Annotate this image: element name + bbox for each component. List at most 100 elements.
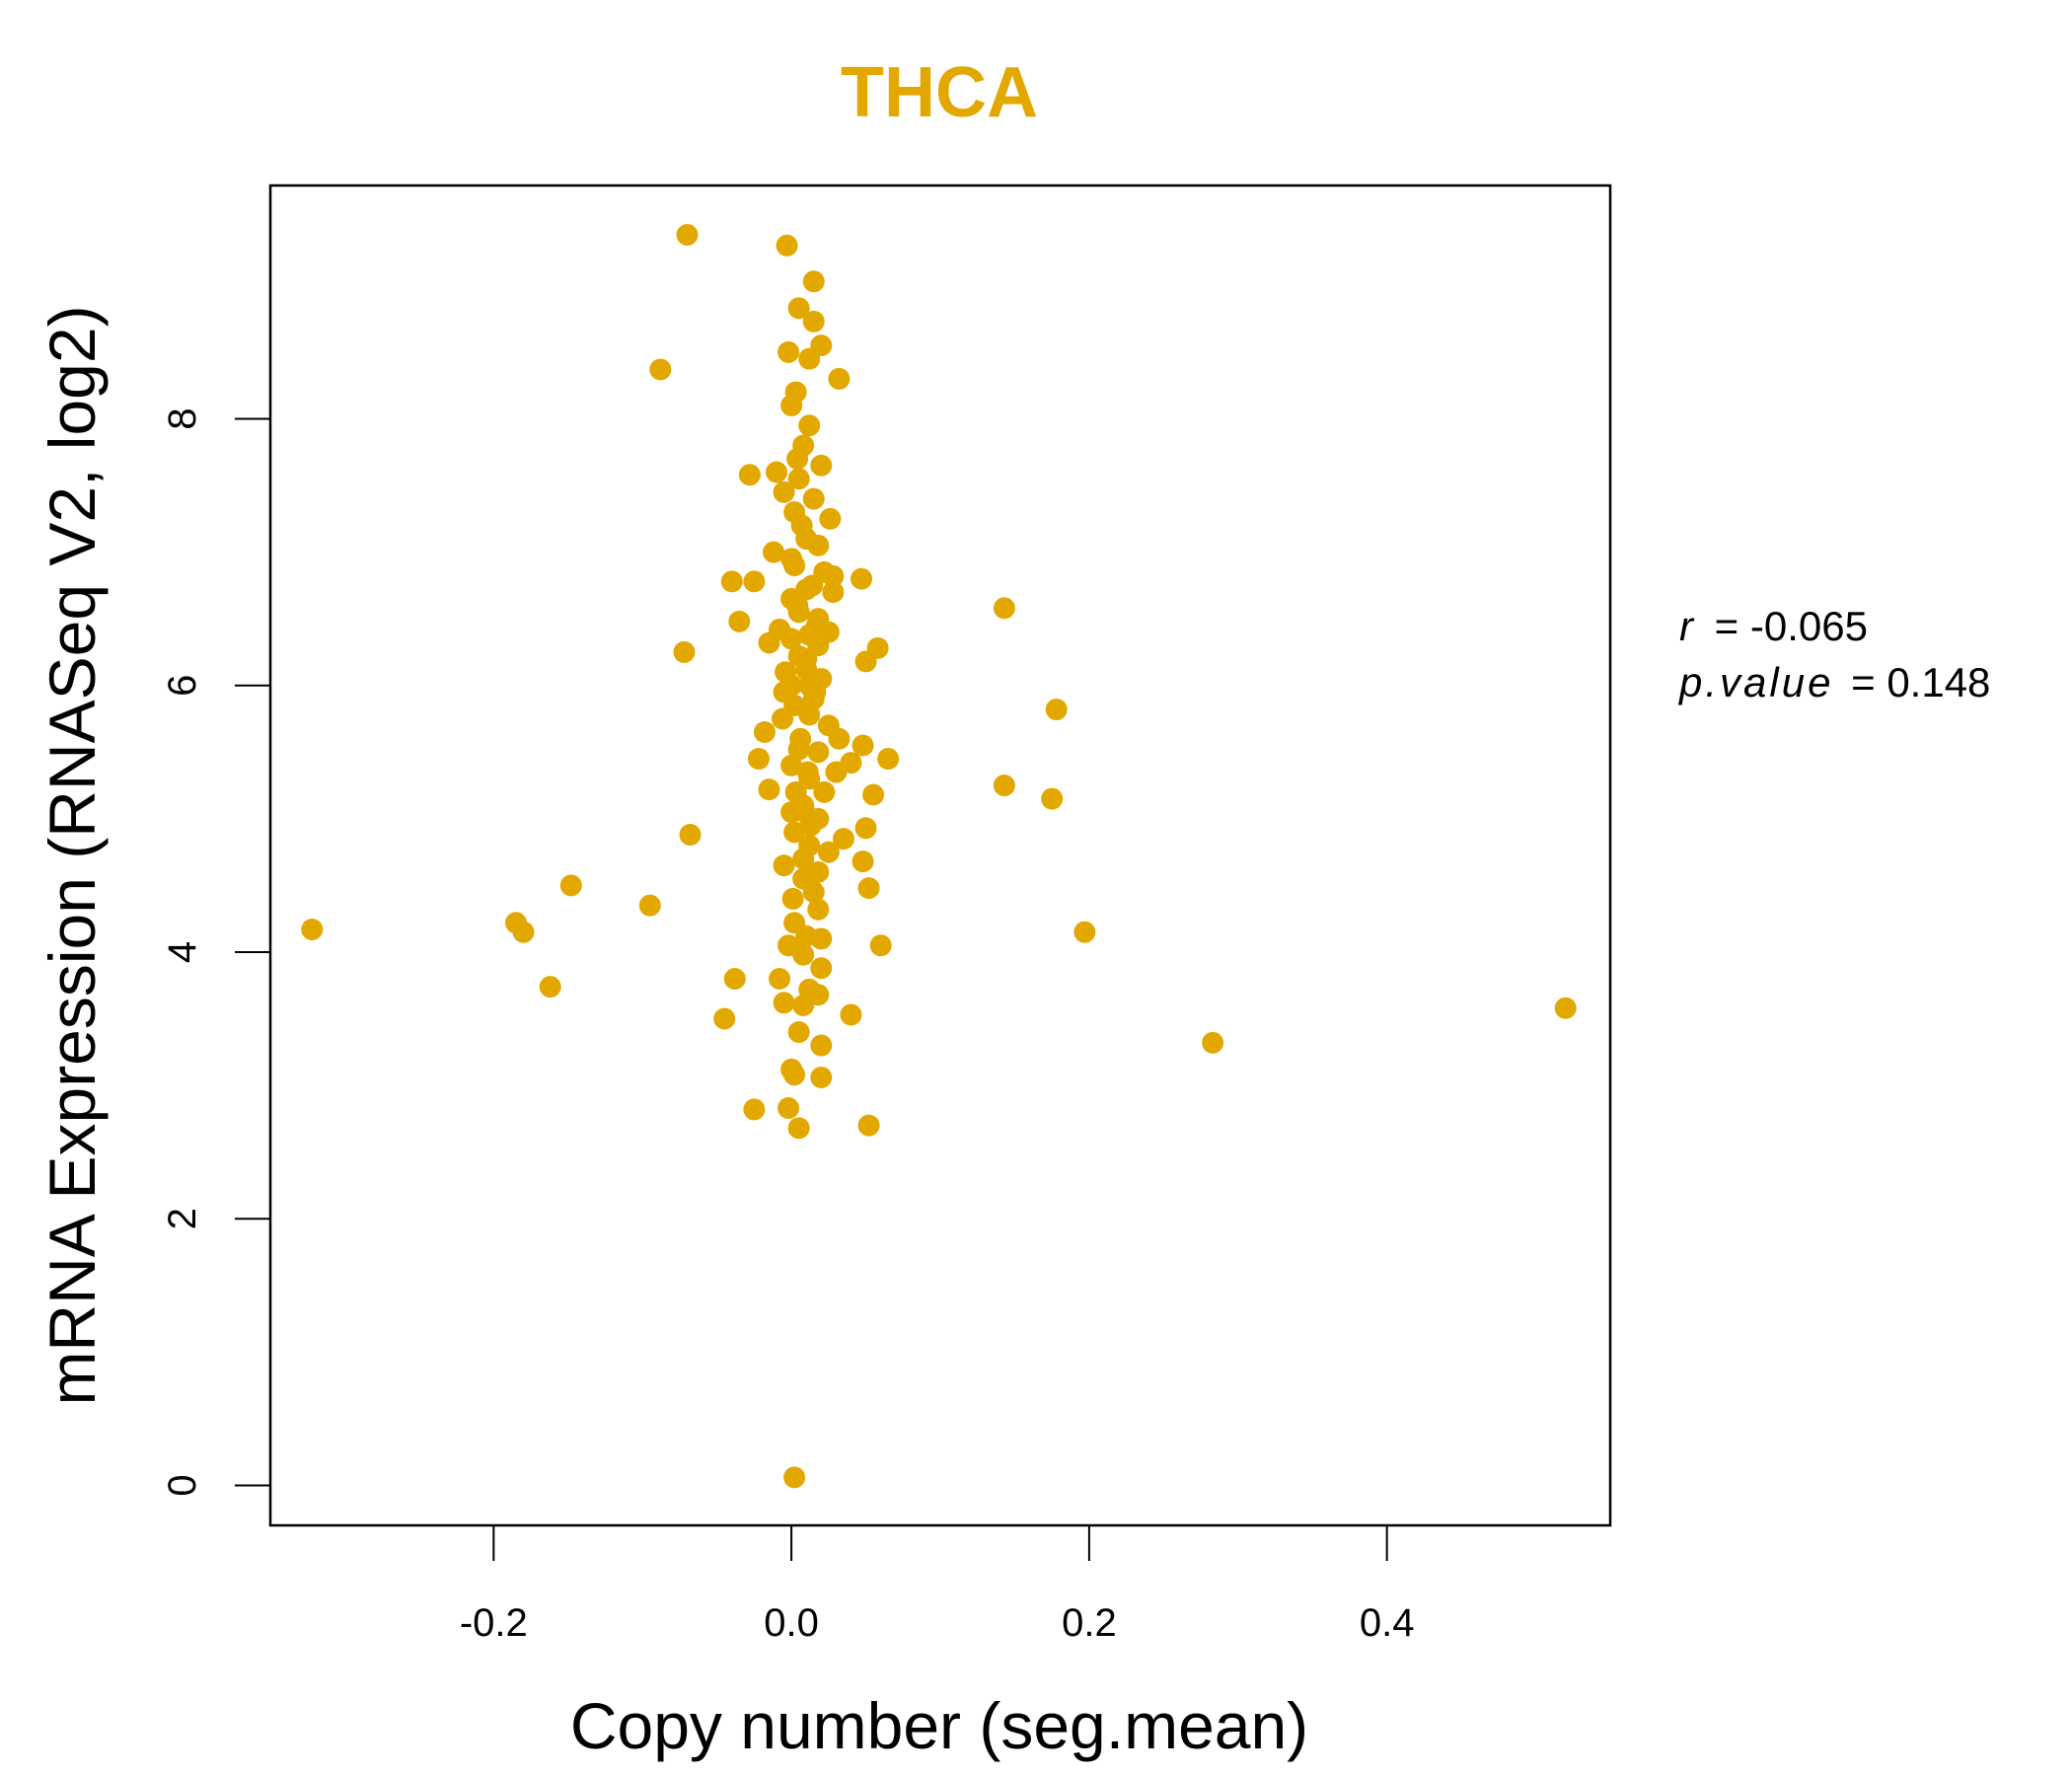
- data-point: [792, 943, 815, 966]
- data-point: [798, 414, 821, 437]
- data-point: [822, 581, 845, 604]
- y-tick-label: 2: [161, 1208, 204, 1229]
- data-point: [301, 918, 324, 940]
- data-point: [851, 734, 874, 757]
- data-point: [777, 340, 800, 363]
- data-point: [819, 507, 842, 530]
- data-point: [807, 741, 830, 764]
- data-point: [738, 464, 761, 486]
- data-point: [787, 468, 810, 490]
- data-point: [720, 570, 743, 593]
- data-point: [773, 992, 795, 1014]
- y-tick-label: 6: [161, 675, 204, 697]
- data-point: [787, 1021, 810, 1044]
- data-point: [796, 761, 819, 783]
- data-point: [766, 461, 788, 483]
- data-point: [559, 874, 582, 897]
- y-axis-label: mRNA Expression (RNASeq V2, log2): [36, 305, 109, 1405]
- data-point: [783, 1466, 806, 1489]
- data-point: [802, 270, 825, 293]
- data-point: [1202, 1031, 1224, 1054]
- data-point: [810, 454, 833, 477]
- data-point: [1073, 921, 1096, 943]
- data-point: [877, 748, 900, 771]
- data-point: [792, 848, 815, 870]
- data-point: [828, 367, 851, 390]
- data-point: [790, 514, 813, 537]
- y-tick-label: 4: [161, 941, 204, 963]
- data-point: [840, 1003, 862, 1026]
- data-point: [1041, 787, 1064, 810]
- data-point: [786, 448, 809, 471]
- data-point: [784, 780, 807, 803]
- data-point: [713, 1007, 736, 1030]
- data-point: [805, 614, 828, 636]
- data-point: [798, 674, 821, 697]
- data-point: [775, 661, 797, 684]
- data-point: [763, 541, 785, 563]
- data-point: [793, 801, 816, 824]
- svg-text:r = -0.065: r = -0.065: [1679, 603, 1868, 649]
- data-point: [780, 628, 803, 650]
- r-value: -0.065: [1750, 603, 1868, 649]
- data-point: [1554, 997, 1577, 1019]
- data-point: [832, 828, 854, 851]
- data-point: [802, 881, 825, 904]
- data-point: [792, 995, 815, 1017]
- x-tick-label: 0.2: [1062, 1601, 1117, 1645]
- data-point: [825, 761, 848, 783]
- data-point: [798, 347, 821, 370]
- data-point: [993, 775, 1015, 797]
- data-point: [743, 570, 766, 593]
- data-point: [758, 631, 780, 654]
- data-point: [539, 976, 561, 999]
- data-point: [862, 783, 885, 806]
- data-point: [772, 707, 794, 730]
- data-point: [807, 534, 830, 556]
- data-point: [638, 894, 661, 917]
- data-point: [781, 887, 804, 910]
- data-point: [828, 727, 851, 750]
- data-point: [807, 898, 830, 921]
- data-point: [649, 358, 672, 381]
- r-label: r: [1679, 603, 1695, 649]
- data-point: [854, 650, 877, 673]
- data-point: [753, 721, 776, 744]
- y-tick-label: 8: [161, 407, 204, 429]
- data-point: [810, 1034, 833, 1057]
- p-value: 0.148: [1887, 659, 1990, 705]
- data-point: [769, 967, 791, 990]
- data-point: [1045, 699, 1068, 721]
- data-point: [798, 703, 821, 726]
- data-point: [802, 487, 825, 510]
- data-points: [301, 223, 1577, 1489]
- data-point: [851, 567, 873, 590]
- data-point: [780, 754, 803, 777]
- data-point: [787, 1117, 810, 1140]
- data-point: [854, 817, 877, 840]
- data-point: [728, 610, 751, 632]
- correlation-stats: r = -0.065 p.value = 0.148: [1677, 603, 1990, 705]
- data-point: [810, 957, 833, 980]
- data-point: [787, 297, 810, 320]
- data-point: [813, 780, 836, 803]
- svg-text:p.value = 0.148: p.value = 0.148: [1677, 659, 1990, 705]
- data-point: [857, 877, 880, 900]
- data-point: [783, 1064, 806, 1086]
- y-axis: 0 2 4 6 8: [161, 407, 271, 1497]
- data-point: [822, 564, 845, 587]
- data-point: [773, 481, 795, 503]
- data-point: [993, 597, 1015, 620]
- data-point: [869, 934, 892, 957]
- data-point: [679, 824, 702, 847]
- data-point: [783, 821, 806, 844]
- data-point: [723, 967, 746, 990]
- x-axis-label: Copy number (seg.mean): [570, 1689, 1308, 1762]
- data-point: [801, 574, 824, 597]
- data-point: [786, 594, 809, 617]
- x-tick-label: 0.0: [764, 1601, 819, 1645]
- plot-frame: [268, 184, 1612, 1527]
- data-point: [776, 234, 798, 257]
- data-point: [789, 727, 812, 750]
